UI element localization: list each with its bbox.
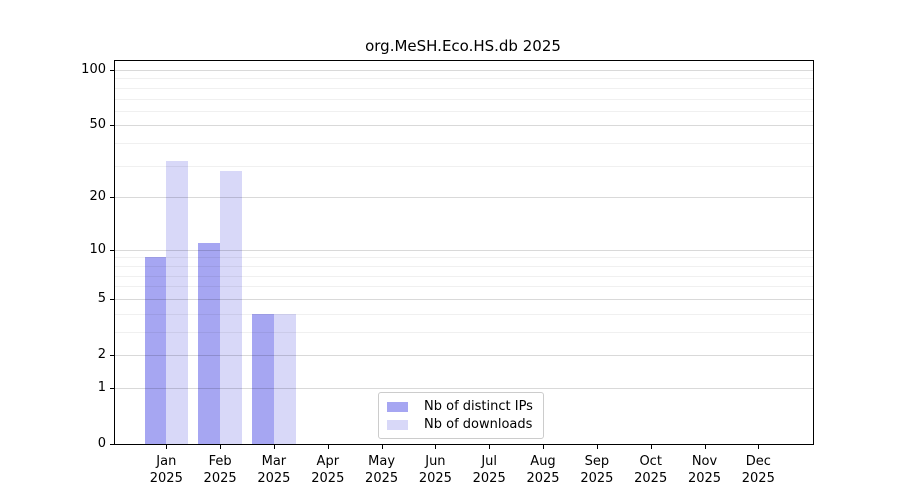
x-tick-mark [166, 445, 168, 449]
bar-nb-of-downloads-feb [220, 171, 242, 444]
y-tick-mark [110, 70, 114, 71]
y-tick-label: 50 [89, 117, 106, 133]
y-tick-label: 2 [97, 347, 106, 362]
x-tick-label: Apr 2025 [292, 453, 364, 487]
x-tick-label-line: Jan [156, 454, 177, 469]
y-tick-label: 0 [97, 436, 106, 451]
minor-gridline [115, 110, 813, 112]
minor-gridline [115, 87, 813, 89]
legend-entry-downloads: Nb of downloads [387, 416, 533, 433]
x-tick-label-line: 2025 [580, 471, 614, 486]
x-tick-label-line: Nov [691, 454, 718, 469]
x-tick-label-line: Jun [425, 454, 446, 469]
x-tick-label: Sep 2025 [561, 453, 633, 487]
x-tick-label-line: 2025 [687, 471, 722, 486]
x-tick-mark [381, 445, 383, 449]
plot-area: 0 1 2 5 10 20 50 100 Jan 2025 Feb 2025 Mar 2025 Apr 202… [81, 60, 814, 486]
x-tick-mark [596, 445, 598, 449]
x-tick-label: May 2025 [346, 453, 418, 487]
x-tick-mark [327, 445, 329, 449]
chart-title: org.MeSH.Eco.HS.db 2025 [365, 37, 561, 55]
legend-swatch-distinct-ips [387, 401, 408, 412]
x-tick-label-line: 2025 [741, 471, 775, 486]
legend-label-distinct-ips: Nb of distinct IPs [424, 399, 533, 414]
y-tick-label: 100 [81, 62, 106, 77]
x-tick-label-line: Jul [481, 454, 498, 469]
x-tick-label: Oct 2025 [615, 453, 687, 487]
y-tick-mark [110, 197, 114, 199]
y-tick-mark [110, 249, 114, 251]
x-tick-mark [273, 445, 275, 449]
y-tick-label: 1 [97, 379, 106, 395]
x-tick-label-line: 2025 [149, 471, 183, 486]
x-tick-label: Aug 2025 [507, 453, 579, 487]
x-tick-label-line: 2025 [365, 471, 399, 486]
x-tick-label-line: Apr [316, 454, 340, 469]
x-tick-label: Jan 2025 [130, 453, 202, 487]
x-tick-label: Mar 2025 [238, 453, 310, 487]
legend-swatch-downloads [387, 419, 408, 430]
x-tick-label-line: Dec [745, 454, 771, 469]
x-tick-label-line: 2025 [311, 471, 345, 486]
x-tick-label: Jun 2025 [399, 453, 471, 487]
bar-nb-of-downloads-jan [166, 160, 189, 444]
x-tick-mark [758, 445, 760, 449]
x-tick-label-line: 2025 [257, 471, 291, 486]
x-tick-label-line: Mar [261, 454, 287, 469]
x-tick-label-line: 2025 [203, 471, 237, 486]
legend-label-downloads: Nb of downloads [424, 417, 533, 432]
x-tick-mark [704, 445, 706, 449]
bar-nb-of-distinct-ips-feb [198, 242, 221, 444]
y-tick-mark [110, 298, 114, 300]
x-tick-label: Feb 2025 [184, 453, 256, 487]
minor-gridline [115, 165, 813, 167]
x-tick-mark [489, 445, 491, 449]
x-tick-label-line: Sep [584, 454, 610, 469]
x-tick-mark [543, 445, 544, 449]
x-tick-label-line: Feb [208, 454, 232, 469]
y-tick-mark [110, 125, 114, 127]
minor-gridline [115, 98, 813, 100]
x-tick-label-line: 2025 [526, 471, 560, 486]
legend: Nb of distinct IPs Nb of downloads [378, 392, 544, 439]
bar-nb-of-distinct-ips-mar [252, 313, 274, 444]
x-tick-label-line: Aug [530, 454, 556, 469]
major-gridline [115, 125, 813, 127]
y-tick-mark [110, 444, 114, 445]
minor-gridline [115, 143, 813, 145]
x-tick-mark [435, 445, 437, 449]
y-tick-label: 10 [89, 241, 106, 257]
x-tick-label-line: 2025 [418, 471, 452, 486]
x-tick-label-line: May [368, 454, 396, 469]
x-tick-label: Nov 2025 [669, 453, 741, 487]
major-gridline [115, 70, 813, 71]
y-tick-mark [110, 355, 114, 356]
x-tick-label: Jul 2025 [453, 453, 525, 487]
legend-entry-distinct-ips: Nb of distinct IPs [387, 398, 533, 415]
y-tick-label: 20 [89, 189, 106, 205]
bar-nb-of-distinct-ips-jan [144, 257, 167, 444]
bar-nb-of-downloads-mar [273, 313, 296, 444]
x-tick-mark [650, 445, 652, 449]
x-tick-label-line: 2025 [634, 471, 668, 486]
x-tick-label: Dec 2025 [722, 453, 794, 487]
minor-gridline [115, 78, 813, 80]
x-tick-mark [220, 445, 222, 449]
x-tick-label-line: 2025 [472, 471, 506, 486]
y-tick-mark [110, 387, 114, 389]
x-tick-label-line: Oct [639, 454, 662, 469]
y-tick-label: 5 [97, 290, 106, 306]
